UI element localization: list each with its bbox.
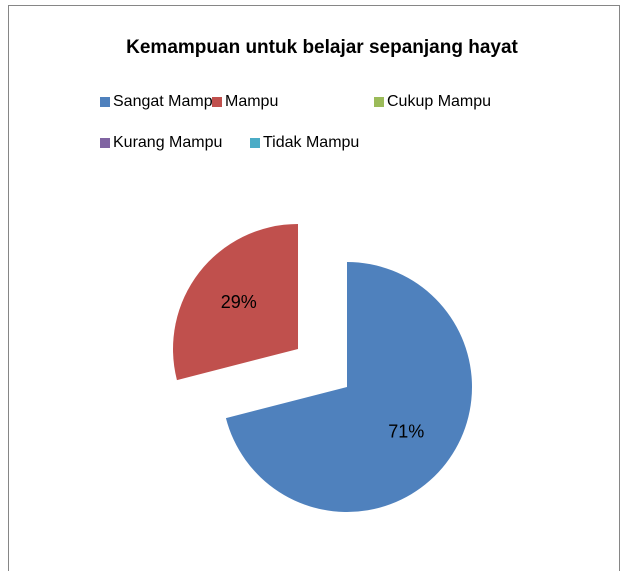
legend-swatch <box>212 97 222 107</box>
legend-label: Tidak Mampu <box>263 134 359 151</box>
legend-label: Cukup Mampu <box>387 93 491 110</box>
legend-swatch <box>100 138 110 148</box>
pie-slice <box>173 223 299 381</box>
data-label: 71% <box>388 422 424 442</box>
legend-swatch <box>250 138 260 148</box>
chart-title: Kemampuan untuk belajar sepanjang hayat <box>126 37 518 58</box>
legend-swatch <box>374 97 384 107</box>
legend-label: Kurang Mampu <box>113 134 222 151</box>
legend-label: Sangat Mampu <box>113 93 222 110</box>
legend-label: Mampu <box>225 93 278 110</box>
legend-swatch <box>100 97 110 107</box>
data-label: 29% <box>221 292 257 312</box>
pie-slice <box>225 262 473 512</box>
